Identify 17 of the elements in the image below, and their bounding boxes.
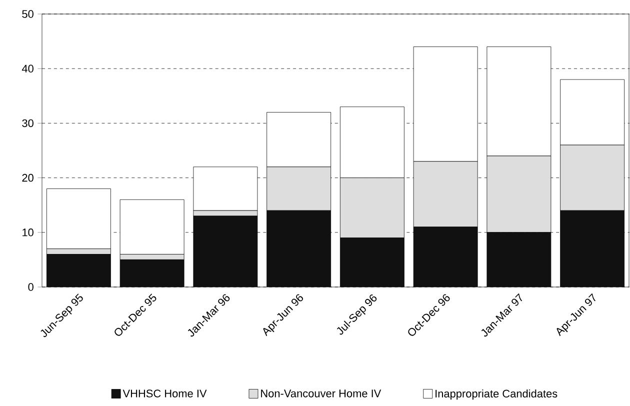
- bar: [266, 210, 331, 287]
- y-tick-label: 10: [22, 228, 34, 236]
- bar: [340, 238, 404, 287]
- y-tick-label: 0: [28, 283, 34, 291]
- bar: [193, 216, 258, 287]
- y-tick-label: 30: [22, 119, 34, 128]
- y-tick-label: 50: [22, 10, 34, 18]
- bar: [120, 260, 184, 287]
- y-tick-label: 40: [22, 64, 34, 72]
- legend-label: Non-Vancouver Home IV: [261, 390, 382, 398]
- bar: [486, 232, 551, 287]
- legend-label: VHHSC Home IV: [122, 390, 207, 398]
- bar: [46, 254, 111, 287]
- bar: [414, 226, 478, 287]
- legend-label: Inappropriate Candidates: [436, 389, 558, 400]
- bar: [560, 210, 625, 287]
- y-tick-label: 20: [22, 174, 34, 182]
